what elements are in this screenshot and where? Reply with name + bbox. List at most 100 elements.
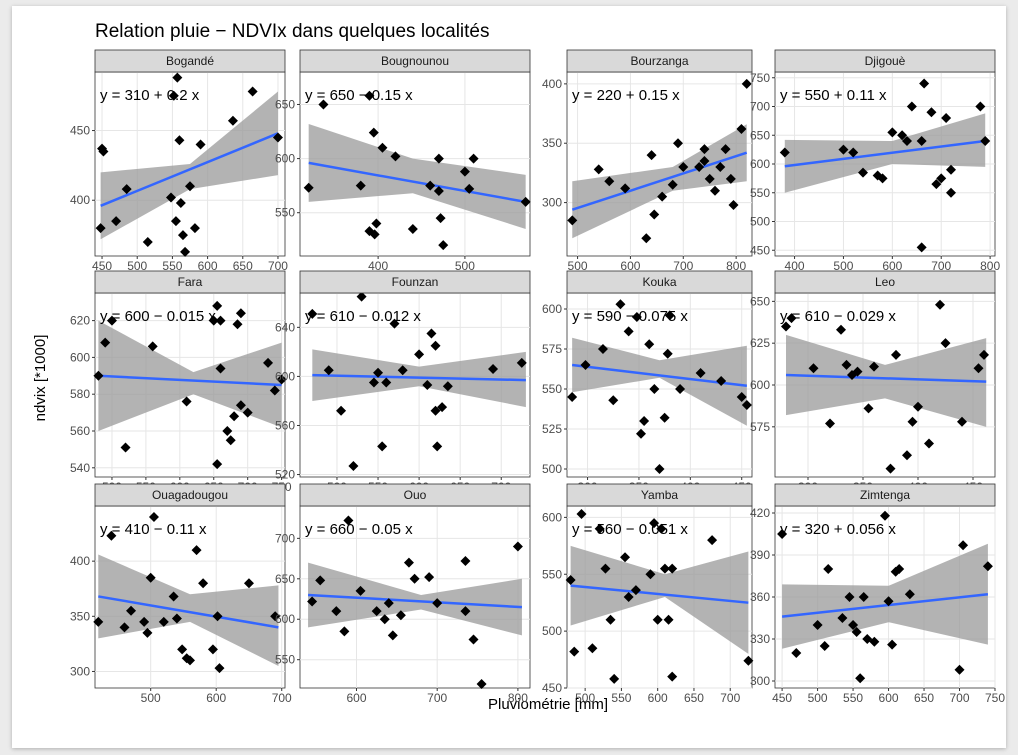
data-point bbox=[887, 127, 898, 138]
data-point bbox=[171, 613, 182, 624]
x-tick-label: 650 bbox=[684, 691, 704, 705]
fit-line bbox=[98, 374, 282, 387]
y-tick-label: 650 bbox=[750, 128, 770, 142]
x-tick-label: 800 bbox=[508, 691, 528, 705]
data-point bbox=[100, 337, 111, 348]
data-point bbox=[424, 572, 435, 583]
fit-line bbox=[781, 592, 989, 618]
data-point bbox=[919, 78, 930, 89]
facet-panels: y = 310 + 0.2 x Bogandé 450 500 550 600 650 700… bbox=[70, 49, 1005, 705]
strip-background bbox=[774, 483, 996, 507]
data-point bbox=[460, 556, 471, 567]
data-point bbox=[242, 407, 253, 418]
regression-equation: y = 320 + 0.056 x bbox=[780, 521, 896, 538]
data-point bbox=[902, 136, 912, 146]
y-tick-label: 300 bbox=[750, 674, 770, 688]
strip-label: Leo bbox=[875, 275, 895, 289]
x-tick-label: 700 bbox=[931, 259, 951, 273]
data-point bbox=[373, 367, 384, 378]
data-point bbox=[232, 319, 243, 330]
data-point bbox=[395, 610, 406, 621]
data-point bbox=[476, 678, 487, 689]
data-point bbox=[636, 428, 646, 439]
data-point bbox=[276, 374, 287, 385]
y-tick-label: 550 bbox=[275, 206, 295, 220]
data-point bbox=[704, 173, 715, 184]
data-point bbox=[958, 540, 969, 551]
strip-label: Kouka bbox=[642, 275, 676, 289]
y-axis-label: ndvix [*1000] bbox=[32, 335, 49, 422]
x-tick-label: 700 bbox=[272, 691, 292, 705]
data-point bbox=[185, 655, 195, 666]
strip-label: Fara bbox=[178, 275, 203, 289]
data-point bbox=[823, 564, 834, 574]
regression-equation: y = 650 − 0.15 x bbox=[305, 87, 413, 104]
data-point bbox=[887, 639, 898, 650]
regression-equation: y = 550 + 0.11 x bbox=[780, 87, 887, 104]
x-tick-label: 600 bbox=[206, 691, 226, 705]
confidence-band bbox=[786, 334, 987, 427]
strip-background bbox=[94, 270, 286, 294]
data-point bbox=[941, 113, 952, 123]
data-point bbox=[720, 144, 731, 155]
data-point bbox=[111, 216, 122, 227]
data-point bbox=[904, 589, 915, 600]
data-point bbox=[403, 557, 414, 568]
data-point bbox=[106, 315, 117, 326]
data-point bbox=[641, 233, 652, 244]
y-tick-label: 300 bbox=[70, 664, 90, 678]
data-point bbox=[93, 370, 104, 381]
data-point bbox=[215, 315, 226, 326]
data-point bbox=[851, 627, 862, 637]
panel-djigoue: y = 550 + 0.11 x Djigouè 400 500 600 700 800 45… bbox=[750, 49, 1000, 273]
data-point bbox=[926, 107, 937, 118]
data-point bbox=[468, 634, 479, 645]
data-point bbox=[883, 596, 894, 607]
x-tick-label: 600 bbox=[648, 691, 668, 705]
y-tick-label: 700 bbox=[275, 531, 295, 545]
strip-background bbox=[94, 49, 286, 73]
data-point bbox=[488, 364, 499, 375]
data-point bbox=[235, 400, 246, 411]
regression-equation: y = 220 + 0.15 x bbox=[572, 87, 680, 104]
y-tick-label: 575 bbox=[542, 342, 562, 356]
data-point bbox=[377, 441, 388, 452]
data-point bbox=[189, 223, 200, 234]
data-point bbox=[825, 418, 835, 429]
data-point bbox=[437, 402, 448, 413]
data-point bbox=[741, 78, 752, 89]
y-tick-label: 500 bbox=[542, 462, 562, 476]
y-tick-label: 550 bbox=[750, 186, 770, 200]
x-tick-label: 700 bbox=[673, 259, 693, 273]
data-point bbox=[381, 377, 392, 388]
y-tick-label: 575 bbox=[750, 420, 770, 434]
fit-line bbox=[571, 151, 748, 211]
data-point bbox=[425, 180, 436, 191]
data-point bbox=[126, 605, 137, 616]
y-tick-label: 650 bbox=[750, 294, 770, 308]
data-point bbox=[695, 368, 706, 378]
confidence-band bbox=[98, 320, 282, 431]
data-point bbox=[576, 508, 587, 519]
x-tick-label: 500 bbox=[127, 259, 147, 273]
x-tick-label: 550 bbox=[843, 691, 863, 705]
data-point bbox=[567, 215, 578, 226]
data-point bbox=[214, 663, 225, 674]
data-point bbox=[175, 198, 186, 209]
y-tick-label: 620 bbox=[70, 314, 90, 328]
data-point bbox=[331, 606, 342, 617]
x-tick-label: 550 bbox=[162, 259, 182, 273]
data-point bbox=[975, 101, 986, 112]
data-point bbox=[520, 196, 531, 207]
regression-equation: y = 610 − 0.012 x bbox=[305, 308, 421, 325]
data-point bbox=[318, 99, 329, 110]
data-point bbox=[652, 614, 663, 625]
data-point bbox=[227, 115, 238, 126]
panel-kouka: y = 590 − 0.075 xKouka300350400450500525… bbox=[542, 270, 753, 494]
data-point bbox=[924, 438, 934, 449]
data-point bbox=[307, 596, 318, 607]
data-point bbox=[863, 403, 874, 414]
data-point bbox=[98, 146, 109, 157]
data-point bbox=[667, 671, 678, 682]
panel-zimtenga: y = 320 + 0.056 x Zimtenga 450 500 550 600 650… bbox=[750, 483, 1005, 705]
